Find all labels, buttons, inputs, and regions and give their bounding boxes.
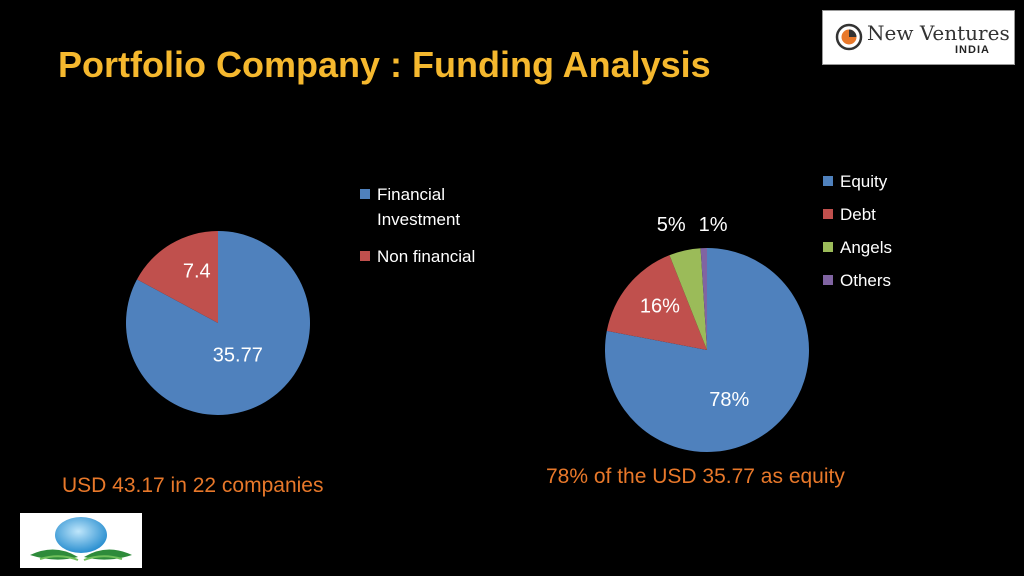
legend-label: Non financial: [377, 247, 476, 266]
legend-item-others: Others: [823, 268, 933, 293]
legend-item-financial-investment: Financial Investment: [360, 182, 510, 232]
data-label: 35.77: [213, 344, 263, 366]
pie-chart-funding-type: 35.77 7.4: [126, 231, 310, 415]
pie-slice-debt: [606, 255, 707, 350]
legend-swatch: [823, 275, 833, 285]
data-label: 7.4: [183, 260, 211, 282]
legend-swatch: [360, 251, 370, 261]
caption-equity-share: 78% of the USD 35.77 as equity: [546, 465, 845, 488]
pie-slice-financial-investment: [126, 231, 310, 415]
legend-label: Equity: [840, 172, 888, 191]
logo-name: New Ventures: [867, 21, 1010, 45]
data-label: 5%: [657, 215, 686, 236]
legend-item-equity: Equity: [823, 169, 933, 194]
page-title: Portfolio Company : Funding Analysis: [58, 44, 711, 85]
legend-label: Angels: [840, 238, 892, 257]
legend-swatch: [360, 189, 370, 199]
pie-slice-non-financial: [136, 231, 218, 323]
data-label: 1%: [699, 215, 728, 236]
logo-subtitle: INDIA: [955, 44, 990, 56]
legend-item-non-financial: Non financial: [360, 244, 510, 269]
pie-slice-others: [700, 248, 707, 350]
legend-funding-source: Equity Debt Angels Others: [823, 169, 933, 301]
data-label: 78%: [709, 389, 749, 411]
data-label: 16%: [640, 295, 680, 317]
globe-leaves-logo: [20, 513, 142, 568]
legend-funding-type: Financial Investment Non financial: [360, 182, 510, 281]
caption-total-funding: USD 43.17 in 22 companies: [62, 474, 324, 497]
legend-label: Debt: [840, 205, 876, 224]
logo-mark-icon: [835, 23, 863, 51]
legend-item-angels: Angels: [823, 235, 933, 260]
legend-swatch: [823, 209, 833, 219]
new-ventures-india-logo: New Ventures INDIA: [822, 10, 1015, 65]
pie-chart-funding-source: 78% 16% 5% 1%: [605, 215, 809, 452]
legend-label: Others: [840, 271, 892, 290]
legend-item-debt: Debt: [823, 202, 933, 227]
legend-swatch: [823, 242, 833, 252]
legend-swatch: [823, 176, 833, 186]
pie-slice-angels: [669, 248, 707, 350]
legend-label: Financial Investment: [377, 185, 461, 229]
globe-with-leaves-icon: [30, 517, 132, 561]
